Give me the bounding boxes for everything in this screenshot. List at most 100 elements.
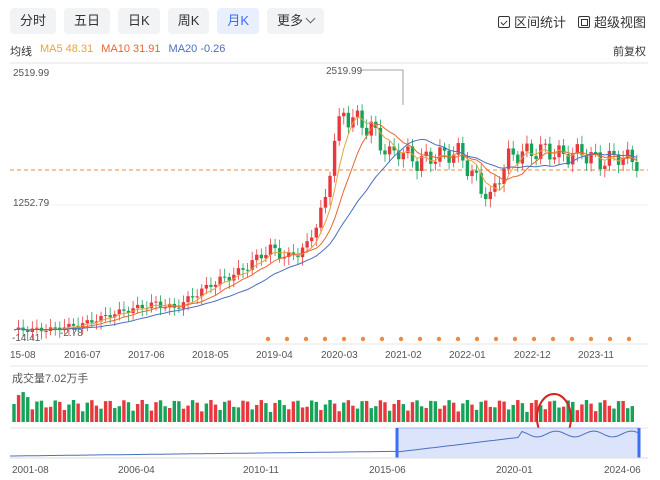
event-dot[interactable] [493,336,499,342]
candle-body [392,146,396,151]
candle-body [612,150,616,155]
interval-stats-button[interactable]: 区间统计 [497,12,566,31]
volume-bar [58,401,62,422]
volume-bar [305,406,309,422]
volume-bars [12,392,634,422]
candle-body [250,260,254,271]
event-dot[interactable] [303,336,309,342]
candle-body [511,148,515,155]
volume-bar [250,409,254,422]
candle-body [227,276,231,281]
candle-body [534,156,538,160]
volume-bar [474,409,479,422]
volume-bar [117,406,122,422]
volume-bar [287,409,291,422]
volume-bar [351,405,355,422]
event-dot[interactable] [417,336,423,342]
candle-body [456,143,460,155]
candle-body [30,328,35,332]
candle-body [44,330,48,332]
volume-bar [332,403,337,422]
candle-body [603,165,607,170]
candle-body [419,156,424,171]
volume-bar [218,409,222,422]
fullscreen-icon [577,15,590,28]
candle-body [67,323,71,328]
volume-bar [172,400,176,422]
adjust-mode-button[interactable]: 前复权 [613,46,646,58]
candle-body [314,227,318,238]
candle-body [502,168,506,184]
volume-bar [616,401,621,422]
candle-body [465,160,470,177]
volume-bar [39,400,44,422]
event-dot[interactable] [455,336,461,342]
tab-intraday[interactable]: 分时 [10,8,57,34]
event-dot[interactable] [531,336,537,342]
tab-more[interactable]: 更多 [267,8,325,34]
volume-bar [392,403,396,422]
volume-bar [355,408,360,422]
candle-body [451,154,456,163]
tab-daily-k[interactable]: 日K [118,8,160,34]
super-view-button[interactable]: 超级视图 [577,12,646,31]
overview-selection-window[interactable] [396,427,640,459]
volume-bar [140,400,144,422]
volume-bar [598,402,602,422]
event-dot[interactable] [607,336,613,342]
tab-weekly-k[interactable]: 周K [167,8,210,34]
volume-bar [584,400,589,422]
event-dot[interactable] [284,336,290,342]
event-dot[interactable] [379,336,385,342]
candle-body [259,254,264,259]
candle-body [222,276,227,278]
volume-bar [62,410,67,422]
volume-bar [470,404,474,422]
event-dot[interactable] [512,336,518,342]
event-dot[interactable] [626,336,632,342]
candle-body [621,158,625,165]
candle-body [364,127,369,136]
volume-bar [314,401,318,422]
candle-body [589,152,593,164]
volume-bar [419,406,424,422]
candle-body [154,301,158,303]
candle-body [268,244,273,256]
event-dot[interactable] [360,336,366,342]
price-axis-mid: 1252.79 [13,198,50,209]
volume-bar [580,404,584,422]
volume-bar [26,397,30,422]
candle-body [186,296,190,303]
date-label: 2019-04 [256,350,293,361]
event-dot[interactable] [398,336,404,342]
volume-bar [90,400,94,422]
volume-bar [310,400,314,422]
candle-body [626,149,630,159]
volume-bar [273,403,277,422]
event-dot[interactable] [322,336,328,342]
volume-bar [415,400,419,422]
event-dot[interactable] [265,336,271,342]
event-dot[interactable] [550,336,556,342]
volume-bar [296,400,300,422]
ma5-value: MA5 48.31 [40,43,94,55]
event-dot[interactable] [588,336,594,342]
volume-bar [337,411,341,422]
candle-body [168,303,172,308]
volume-bar [245,401,250,422]
candle-body [310,237,314,242]
volume-bar [149,410,154,422]
candle-body [122,309,126,311]
volume-bar [406,410,410,422]
candle-body [346,112,351,128]
tab-five-day[interactable]: 五日 [64,8,111,34]
candle-body [140,304,144,309]
event-dot[interactable] [341,336,347,342]
event-dot[interactable] [436,336,442,342]
volume-bar [163,406,167,422]
event-dot[interactable] [474,336,480,342]
event-dot[interactable] [569,336,575,342]
tab-monthly-k[interactable]: 月K [217,8,260,34]
interval-stats-label: 区间统计 [513,15,566,30]
